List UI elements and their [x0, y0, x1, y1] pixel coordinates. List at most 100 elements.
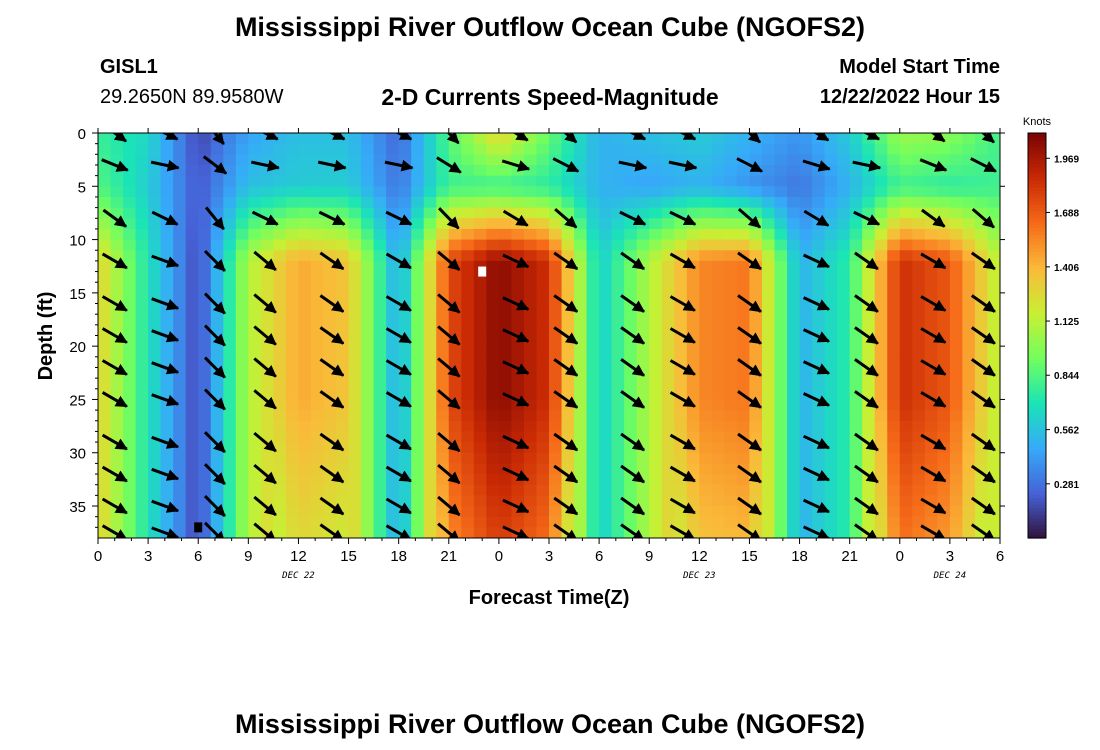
heatmap-cell: [574, 463, 588, 475]
heatmap-cell: [874, 431, 888, 443]
heatmap-cell: [423, 239, 437, 251]
heatmap-cell: [285, 164, 300, 177]
heatmap-cell: [398, 175, 412, 187]
heatmap-cell: [736, 218, 751, 230]
speed-extreme-marker: [194, 522, 203, 533]
heatmap-cell: [123, 207, 137, 219]
heatmap-cell: [348, 218, 362, 230]
heatmap-cell: [924, 410, 938, 422]
heatmap-cell: [98, 452, 112, 464]
heatmap-cell: [423, 420, 437, 433]
heatmap-cell: [711, 420, 725, 433]
heatmap-cell: [210, 516, 224, 528]
heatmap-cell: [411, 484, 425, 496]
heatmap-cell: [962, 175, 976, 187]
heatmap-cell: [273, 186, 287, 198]
colorbar-swatch: [1028, 143, 1046, 148]
heatmap-cell: [173, 506, 187, 518]
heatmap-cell: [599, 292, 613, 305]
heatmap-cell: [411, 367, 425, 379]
heatmap-cell: [761, 303, 776, 315]
heatmap-cell: [523, 314, 538, 326]
heatmap-cell: [498, 271, 513, 283]
heatmap-cell: [912, 527, 926, 538]
heatmap-cell: [887, 484, 901, 496]
heatmap-cell: [812, 452, 826, 464]
heatmap-cell: [974, 367, 989, 379]
heatmap-cell: [323, 207, 337, 219]
current-vector-arrow: [202, 155, 228, 175]
heatmap-cell: [323, 346, 337, 358]
heatmap-cell: [761, 175, 776, 187]
heatmap-cell: [473, 324, 487, 337]
heatmap-cell: [223, 346, 237, 358]
heatmap-cell: [135, 335, 149, 347]
heatmap-cell: [298, 378, 312, 390]
heatmap-cell: [523, 207, 538, 219]
current-vector-arrow: [101, 327, 128, 344]
heatmap-cell: [749, 314, 763, 326]
heatmap-cell: [461, 154, 475, 166]
heatmap-cell: [974, 175, 989, 187]
heatmap-cell: [837, 516, 851, 528]
heatmap-cell: [636, 356, 650, 369]
heatmap-cell: [774, 431, 788, 443]
heatmap-cell: [874, 218, 888, 230]
heatmap-cell: [436, 410, 450, 422]
heatmap-cell: [974, 335, 989, 347]
heatmap-cell: [536, 282, 550, 294]
current-vector-arrow: [319, 496, 345, 516]
colorbar-swatch: [1028, 220, 1046, 225]
heatmap-cell: [787, 239, 801, 251]
heatmap-cell: [599, 175, 613, 187]
heatmap-cell: [862, 314, 876, 326]
heatmap-cell: [110, 186, 124, 198]
heatmap-cell: [448, 324, 462, 337]
heatmap-cell: [949, 218, 964, 230]
heatmap-cell: [173, 452, 187, 464]
heatmap-cell: [599, 228, 613, 241]
heatmap-cell: [461, 506, 475, 518]
heatmap-cell: [849, 260, 863, 273]
heatmap-cell: [586, 154, 600, 166]
heatmap-cell: [837, 207, 851, 219]
heatmap-cell: [361, 239, 375, 251]
heatmap-cell: [523, 175, 538, 187]
heatmap-cell: [912, 164, 926, 177]
heatmap-cell: [198, 410, 212, 422]
heatmap-cell: [649, 196, 663, 209]
heatmap-cell: [549, 442, 563, 454]
colorbar-swatch: [1028, 423, 1046, 428]
heatmap-cell: [611, 164, 625, 177]
heatmap-cell: [323, 260, 337, 273]
heatmap-cell: [624, 271, 638, 283]
heatmap-cell: [787, 228, 801, 241]
heatmap-cell: [285, 388, 300, 401]
heatmap-cell: [649, 260, 663, 273]
heatmap-cell: [974, 239, 989, 251]
heatmap-cell: [937, 292, 951, 305]
heatmap-cell: [123, 175, 137, 187]
heatmap-cell: [874, 196, 888, 209]
heatmap-cell: [987, 196, 1000, 209]
heatmap-cell: [398, 452, 412, 464]
heatmap-cell: [411, 228, 425, 241]
heatmap-cell: [962, 452, 976, 464]
heatmap-cell: [336, 410, 350, 422]
heatmap-cell: [260, 186, 274, 198]
heatmap-cell: [148, 442, 162, 454]
heatmap-cell: [248, 527, 262, 538]
heatmap-cell: [636, 516, 650, 528]
heatmap-cell: [386, 207, 400, 219]
colorbar-swatch: [1028, 446, 1046, 451]
heatmap-cell: [937, 516, 951, 528]
heatmap-cell: [837, 442, 851, 454]
heatmap-cell: [336, 463, 350, 475]
heatmap-cell: [198, 218, 212, 230]
heatmap-cell: [874, 388, 888, 401]
heatmap-cell: [787, 335, 801, 347]
heatmap-cell: [611, 388, 625, 401]
heatmap-cell: [473, 271, 487, 283]
heatmap-cell: [135, 133, 149, 145]
heatmap-cell: [235, 228, 249, 241]
